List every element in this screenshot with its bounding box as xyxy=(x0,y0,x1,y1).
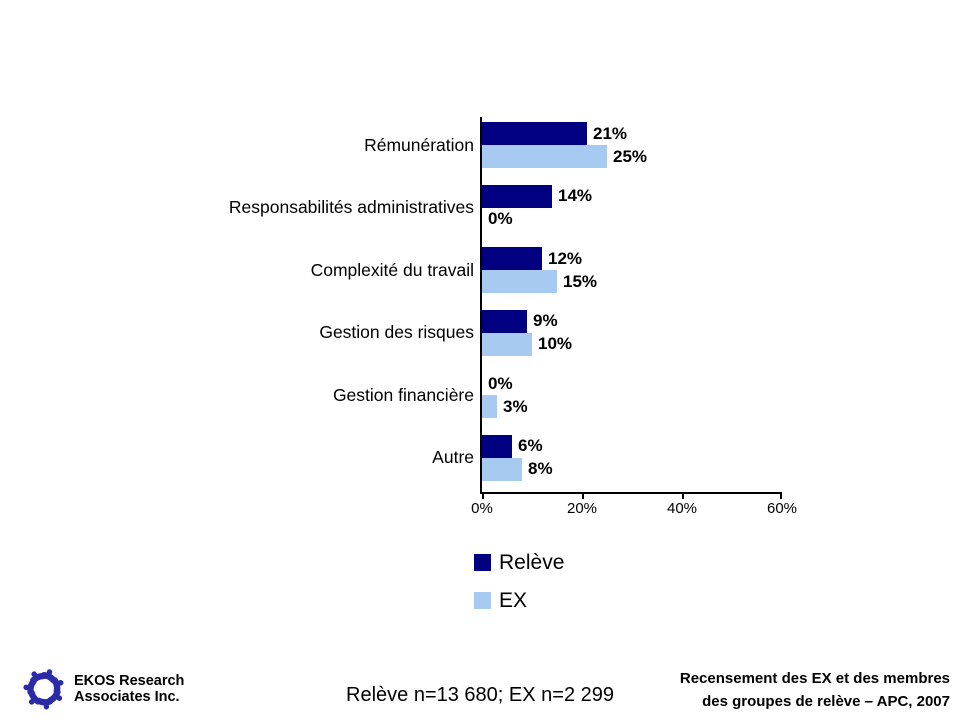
legend-swatch-ex xyxy=(474,592,491,609)
bar-releve xyxy=(482,122,587,145)
legend-swatch-releve xyxy=(474,554,491,571)
value-label: 0% xyxy=(488,373,513,393)
value-label: 9% xyxy=(533,311,558,330)
x-axis-tick-label: 0% xyxy=(471,500,493,517)
category-label: Responsabilités administratives xyxy=(228,197,474,217)
bar-ex xyxy=(482,332,532,356)
bar-ex xyxy=(482,145,607,168)
value-label: 0% xyxy=(488,209,513,228)
x-axis-tick-label: 20% xyxy=(566,500,598,517)
footer-org: EKOS Research Associates Inc. xyxy=(22,666,184,712)
category-label: Gestion financière xyxy=(332,384,474,405)
org-name-line1: EKOS Research xyxy=(74,673,185,689)
value-label: 15% xyxy=(563,271,598,291)
legend-label-ex: EX xyxy=(499,588,528,612)
source-note: Recensement des EX et des membres des gr… xyxy=(680,668,950,713)
x-axis-tick xyxy=(482,492,484,499)
category-label: Rémunération xyxy=(364,134,474,155)
source-note-line1: Recensement des EX et des membres xyxy=(679,670,950,687)
ekos-swirl-logo-icon xyxy=(23,669,64,710)
org-name-line2: Associates Inc. xyxy=(74,689,180,705)
value-label: 10% xyxy=(538,334,573,353)
value-label: 21% xyxy=(593,123,628,143)
sample-size-note: Relève n=13 680; EX n=2 299 xyxy=(346,684,614,706)
bar-ex xyxy=(482,395,497,418)
category-label: Complexité du travail xyxy=(310,259,474,280)
legend-label-releve: Relève xyxy=(499,550,565,574)
org-name: EKOS Research Associates Inc. xyxy=(74,673,184,705)
x-axis-tick xyxy=(682,492,684,499)
bar-ex xyxy=(482,457,522,481)
legend-item-releve: Relève xyxy=(474,549,564,576)
value-label: 8% xyxy=(528,459,553,478)
x-axis-tick-label: 60% xyxy=(766,500,798,517)
x-axis-tick xyxy=(780,492,782,499)
bar-releve xyxy=(482,247,542,270)
x-axis-tick xyxy=(582,492,584,499)
legend-item-ex: EX xyxy=(474,587,564,614)
bar-chart-plot-area: 21% 25% 14% 0% 12% 15% 9% 10% 0% 3% 6% 8% 0% 20% 40% 60… xyxy=(471,117,797,517)
bar-releve xyxy=(482,434,512,458)
value-label: 3% xyxy=(503,396,528,416)
value-label: 25% xyxy=(613,146,648,166)
bar-releve xyxy=(482,309,527,333)
category-label: Gestion des risques xyxy=(319,322,474,342)
source-note-line2: des groupes de relève – APC, 2007 xyxy=(702,692,950,710)
value-label: 14% xyxy=(558,186,593,205)
value-label: 6% xyxy=(518,436,543,455)
chart-legend: Relève EX xyxy=(474,549,564,625)
category-label: Autre xyxy=(432,447,474,467)
bar-releve xyxy=(482,184,552,208)
value-label: 12% xyxy=(548,248,583,268)
bar-ex xyxy=(482,270,557,293)
x-axis-tick-label: 40% xyxy=(666,500,698,517)
